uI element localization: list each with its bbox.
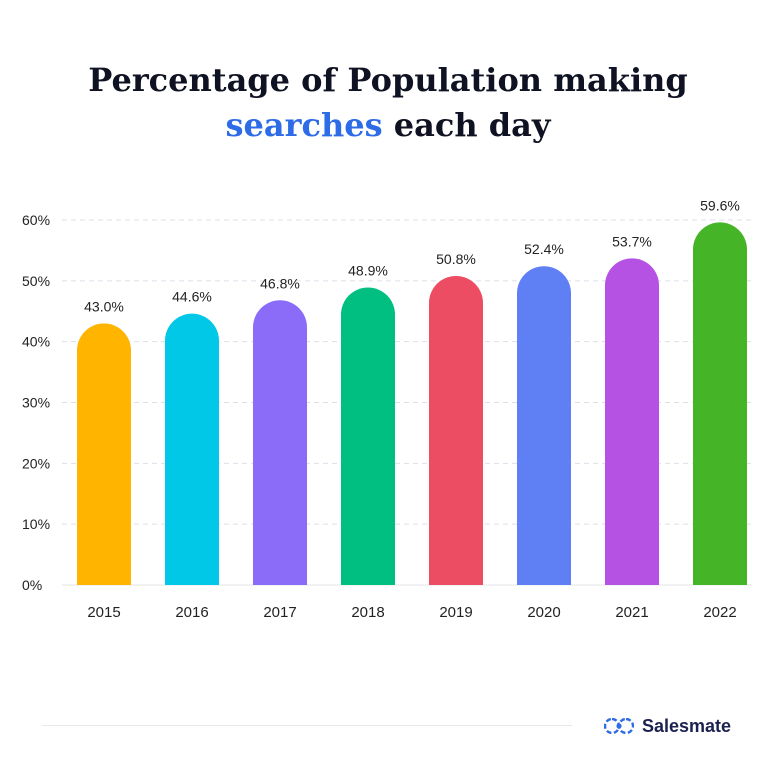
bar-2016 bbox=[165, 313, 219, 585]
y-tick-label: 10% bbox=[22, 516, 50, 532]
y-tick-label: 20% bbox=[22, 455, 50, 471]
salesmate-logo-icon bbox=[604, 718, 634, 734]
x-tick-label: 2015 bbox=[87, 604, 120, 621]
data-label: 44.6% bbox=[172, 289, 212, 305]
x-tick-label: 2021 bbox=[615, 604, 648, 621]
y-tick-label: 40% bbox=[22, 334, 50, 350]
x-tick-label: 2020 bbox=[527, 604, 560, 621]
title-rest: each day bbox=[393, 106, 551, 144]
bar-2022 bbox=[693, 222, 747, 585]
x-tick-label: 2017 bbox=[263, 604, 296, 621]
y-tick-label: 30% bbox=[22, 395, 50, 411]
x-tick-label: 2019 bbox=[439, 604, 472, 621]
data-label: 48.9% bbox=[348, 263, 388, 279]
data-label: 59.6% bbox=[700, 197, 740, 213]
bar-2021 bbox=[605, 258, 659, 585]
bar-chart: 0% 10% 20% 30% 40% 50% 60% 43.0% 2015 44.6% 2016 46… bbox=[22, 197, 752, 621]
bar-2015 bbox=[77, 323, 131, 585]
data-label: 50.8% bbox=[436, 251, 476, 267]
brand-name: Salesmate bbox=[642, 715, 732, 736]
title-line-2: searches each day bbox=[0, 103, 776, 148]
x-tick-label: 2018 bbox=[351, 604, 384, 621]
title-highlight: searches bbox=[225, 106, 383, 144]
data-label: 46.8% bbox=[260, 275, 300, 291]
y-tick-label: 50% bbox=[22, 273, 50, 289]
data-label: 43.0% bbox=[84, 298, 124, 314]
footer-divider bbox=[42, 725, 572, 726]
y-tick-label: 0% bbox=[22, 577, 42, 593]
bar-2019 bbox=[429, 275, 483, 585]
y-tick-label: 60% bbox=[22, 212, 50, 228]
title-line-1: Percentage of Population making bbox=[88, 61, 688, 99]
bar-2017 bbox=[253, 300, 307, 585]
bar-2020 bbox=[517, 266, 571, 585]
data-label: 52.4% bbox=[524, 241, 564, 257]
chart-title: Percentage of Population making searches… bbox=[0, 58, 776, 148]
brand: Salesmate bbox=[604, 714, 731, 738]
data-label: 53.7% bbox=[612, 233, 652, 249]
x-tick-label: 2022 bbox=[703, 604, 736, 621]
x-tick-label: 2016 bbox=[175, 604, 208, 621]
bar-2018 bbox=[341, 287, 395, 585]
